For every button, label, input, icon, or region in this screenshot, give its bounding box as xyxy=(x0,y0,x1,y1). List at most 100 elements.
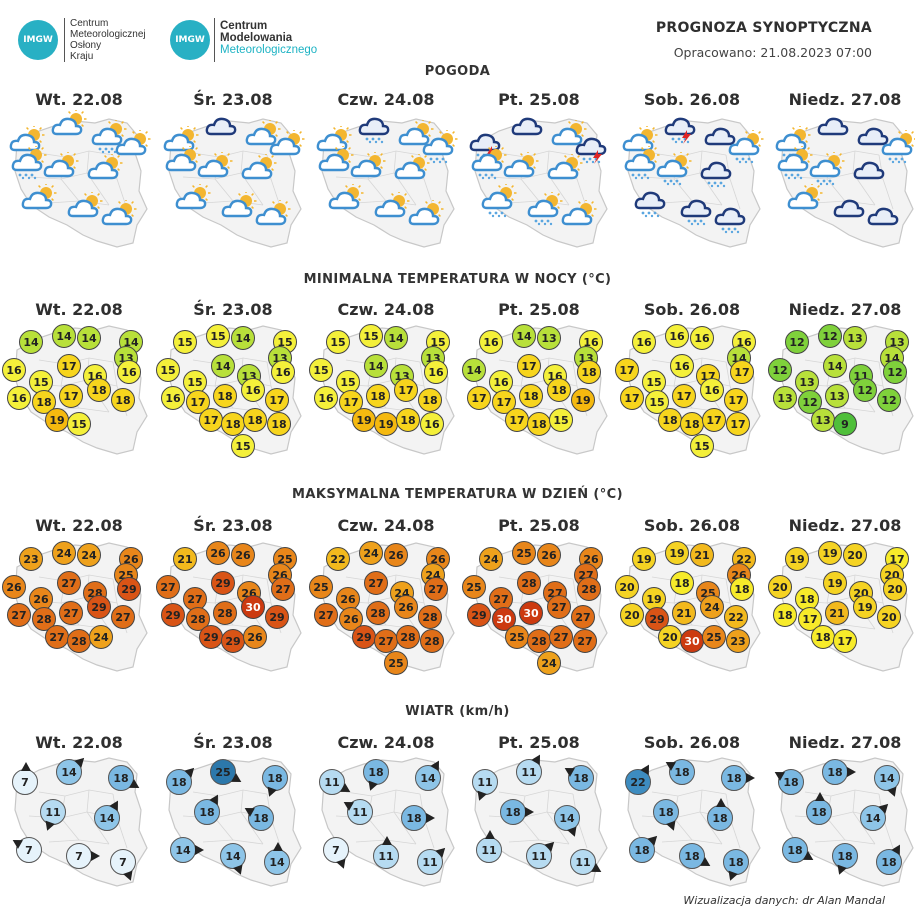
tmin-badge: 18 xyxy=(213,384,237,408)
wind-badge: 18 xyxy=(721,765,747,791)
imgw-logo-line: Meteorologicznej xyxy=(70,29,146,40)
tmin-badge: 15 xyxy=(206,324,230,348)
tmin-badge: 17 xyxy=(467,386,491,410)
partly-cloudy-icon xyxy=(255,200,291,226)
tmin-badge: 18 xyxy=(366,384,390,408)
partly-cloudy-icon xyxy=(503,152,539,178)
tmin-badge: 18 xyxy=(519,384,543,408)
wind-badge: 18 xyxy=(248,805,274,831)
map-region-border xyxy=(240,150,264,206)
day-label: Niedz. 27.08 xyxy=(788,90,902,109)
tmin-badge: 16 xyxy=(7,386,31,410)
tmax-badge: 17 xyxy=(833,629,857,653)
wind-arrow-icon xyxy=(847,767,856,777)
tmin-badge: 16 xyxy=(117,360,141,384)
tmin-badge: 17 xyxy=(517,354,541,378)
wind-badge: 14 xyxy=(264,849,290,875)
tmax-badge: 20 xyxy=(658,625,682,649)
partly-cloudy-icon xyxy=(241,154,277,180)
wind-arrow-icon xyxy=(91,851,100,861)
tmin-badge: 18 xyxy=(577,360,601,384)
tmax-badge: 25 xyxy=(384,651,408,675)
cloud-rain-sun-icon xyxy=(809,152,845,186)
section-title-tmax: MAKSYMALNA TEMPERATURA W DZIEŃ (°C) xyxy=(292,487,623,502)
section-title-tmin: MINIMALNA TEMPERATURA W NOCY (°C) xyxy=(303,272,612,287)
tmax-badge: 29 xyxy=(117,577,141,601)
tmax-badge: 21 xyxy=(173,547,197,571)
tmax-badge: 21 xyxy=(825,601,849,625)
wind-badge: 18 xyxy=(262,765,288,791)
tmin-badge: 13 xyxy=(843,326,867,350)
dark-cloud-rain-icon xyxy=(714,207,746,234)
tmax-badge: 18 xyxy=(811,625,835,649)
tmin-badge: 12 xyxy=(877,388,901,412)
cmm-logo-highlight: Meteorologicznego xyxy=(220,44,318,56)
wind-badge: 18 xyxy=(876,849,902,875)
day-label: Czw. 24.08 xyxy=(337,90,435,109)
day-label: Niedz. 27.08 xyxy=(788,733,902,752)
logo-divider xyxy=(214,18,215,62)
partly-cloudy-icon xyxy=(561,200,597,226)
tmin-badge: 17 xyxy=(59,384,83,408)
cloud-rain-sun-icon xyxy=(624,146,660,180)
tmin-badge: 18 xyxy=(221,412,245,436)
tmax-badge: 28 xyxy=(577,577,601,601)
tmax-badge: 27 xyxy=(45,625,69,649)
tmin-badge: 17 xyxy=(199,408,223,432)
tmax-badge: 27 xyxy=(549,625,573,649)
cmm-logo-icon: IMGW xyxy=(170,20,210,60)
day-label: Wt. 22.08 xyxy=(35,516,123,535)
tmin-badge: 12 xyxy=(853,378,877,402)
tmax-badge: 26 xyxy=(243,625,267,649)
dark-cloud-rain-icon xyxy=(358,117,390,144)
imgw-logo-line: Osłony xyxy=(70,40,102,51)
wind-badge: 7 xyxy=(16,837,42,863)
tmin-badge: 15 xyxy=(67,412,91,436)
tmax-badge: 27 xyxy=(156,575,180,599)
wind-badge: 18 xyxy=(108,765,134,791)
tmin-badge: 19 xyxy=(571,388,595,412)
partly-cloudy-icon xyxy=(221,192,257,218)
tmax-badge: 28 xyxy=(420,629,444,653)
tmax-badge: 26 xyxy=(29,587,53,611)
tmax-badge: 19 xyxy=(785,547,809,571)
map-region-border xyxy=(38,150,114,158)
tmin-badge: 18 xyxy=(547,378,571,402)
tmax-badge: 19 xyxy=(665,541,689,565)
cloud-rain-sun-icon xyxy=(11,146,47,180)
dark-cloud-rain-icon xyxy=(680,199,712,226)
tmin-badge: 16 xyxy=(241,378,265,402)
tmin-badge: 17 xyxy=(726,412,750,436)
tmax-badge: 25 xyxy=(462,575,486,599)
tmax-badge: 18 xyxy=(773,603,797,627)
wind-arrow-icon xyxy=(485,830,495,839)
tmax-badge: 29 xyxy=(161,603,185,627)
day-label: Sob. 26.08 xyxy=(643,300,741,319)
partly-cloudy-icon xyxy=(547,154,583,180)
partly-cloudy-icon xyxy=(318,146,354,172)
wind-arrow-icon xyxy=(746,773,755,783)
wind-badge: 18 xyxy=(401,805,427,831)
day-label: Czw. 24.08 xyxy=(337,300,435,319)
tmax-badge: 27 xyxy=(59,601,83,625)
storm-icon xyxy=(664,117,696,144)
tmax-badge: 27 xyxy=(7,603,31,627)
map-region-border xyxy=(345,150,421,158)
map-region-border xyxy=(699,789,723,845)
tmax-badge: 20 xyxy=(615,575,639,599)
wind-badge: 25 xyxy=(210,759,236,785)
wind-badge: 18 xyxy=(723,849,749,875)
tmax-badge: 29 xyxy=(199,625,223,649)
tmin-badge: 12 xyxy=(883,360,907,384)
tmin-badge: 16 xyxy=(424,360,448,384)
tmin-badge: 17 xyxy=(57,354,81,378)
partly-cloudy-icon xyxy=(21,184,57,210)
map-region-border xyxy=(852,150,876,206)
partly-cloudy-icon xyxy=(622,126,658,152)
day-label: Niedz. 27.08 xyxy=(788,300,902,319)
tmax-badge: 20 xyxy=(843,543,867,567)
wind-badge: 18 xyxy=(500,799,526,825)
day-label: Wt. 22.08 xyxy=(35,90,123,109)
map-region-border xyxy=(804,150,880,158)
footer-credit: Wizualizacja danych: dr Alan Mandal xyxy=(683,894,885,907)
